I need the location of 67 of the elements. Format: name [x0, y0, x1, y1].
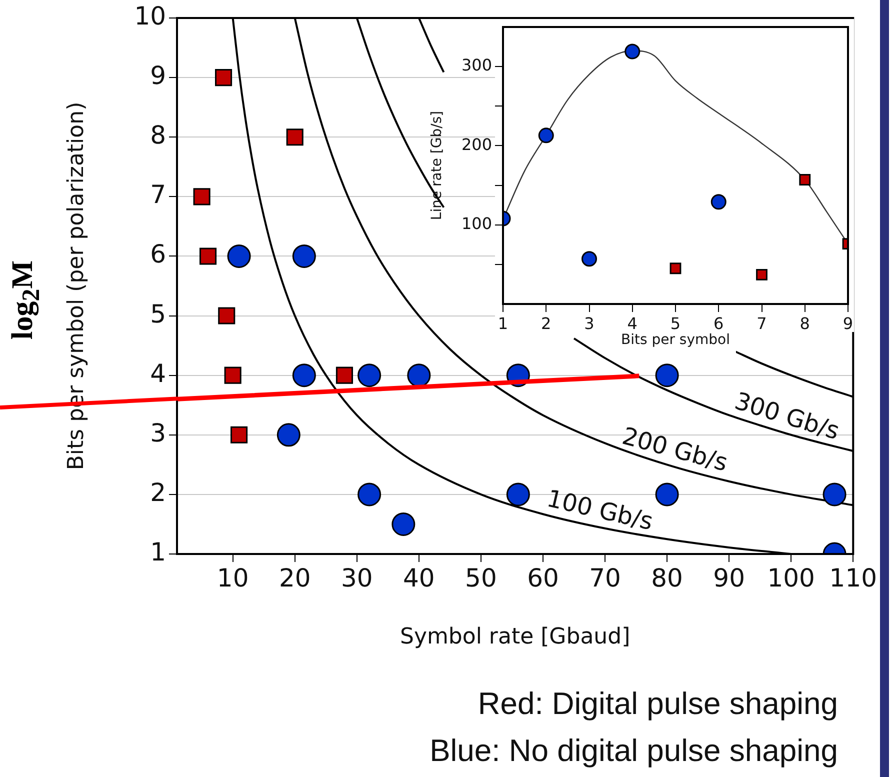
y-tick-label: 8 — [150, 120, 166, 150]
point — [292, 244, 316, 268]
x-tick-label: 3 — [584, 314, 594, 333]
point — [276, 423, 300, 447]
point — [538, 128, 554, 144]
x-tick-label: 2 — [541, 314, 552, 333]
point — [358, 482, 382, 506]
point — [224, 366, 242, 384]
point — [822, 482, 846, 506]
x-tick-label: 90 — [713, 564, 745, 592]
y-tick-label: 10 — [134, 2, 166, 30]
x-tick-label: 4 — [627, 314, 638, 333]
x-tick-label: 80 — [651, 564, 683, 592]
x-axis-title: Symbol rate [Gbaud] — [400, 624, 630, 650]
point — [506, 482, 530, 506]
point — [218, 307, 236, 324]
point — [214, 69, 232, 86]
y-tick-label: 2 — [150, 478, 166, 507]
point — [655, 364, 679, 388]
point — [230, 426, 248, 444]
x-tick-label: 60 — [527, 564, 559, 592]
point — [358, 364, 382, 388]
x-tick-label: 7 — [756, 314, 767, 333]
point — [336, 366, 354, 384]
x-tick-label: 110 — [829, 564, 877, 592]
y-tick-label: 200 — [461, 134, 492, 154]
point — [710, 194, 726, 210]
y-tick-label: 1 — [150, 538, 166, 566]
y-tick-label: 9 — [150, 61, 166, 90]
point — [392, 512, 416, 536]
x-tick-label: 9 — [842, 314, 854, 333]
text: Red: Digital pulse shaping — [478, 686, 838, 722]
point — [407, 364, 431, 388]
x-tick-label: 20 — [278, 564, 311, 592]
x-tick-label: 30 — [340, 564, 373, 592]
text: 200 Gb/s — [619, 422, 731, 477]
x-axis-title: Bits per symbol — [621, 332, 730, 348]
point — [193, 188, 210, 206]
point — [655, 482, 679, 506]
point — [799, 174, 811, 186]
point — [292, 364, 316, 388]
point — [756, 269, 768, 280]
y-tick-label: 7 — [150, 180, 166, 210]
y-tick-label: 300 — [461, 56, 492, 75]
text: Blue: No digital pulse shaping — [430, 733, 838, 769]
x-tick-label: 100 — [767, 564, 815, 592]
x-tick-label: 40 — [403, 564, 435, 592]
x-tick-label: 8 — [800, 314, 810, 333]
x-tick-label: 50 — [465, 564, 497, 592]
point — [624, 44, 640, 60]
x-tick-label: 10 — [216, 564, 249, 592]
y-tick-label: 100 — [461, 214, 492, 234]
x-tick-label: 6 — [714, 314, 724, 333]
x-tick-label: 70 — [589, 564, 621, 592]
x-tick-label: 1 — [498, 314, 508, 333]
y-axis-title: Line rate [Gb/s] — [429, 110, 446, 220]
y-tick-label: 4 — [150, 358, 166, 388]
point — [286, 128, 304, 146]
point — [199, 248, 217, 265]
point — [227, 244, 251, 268]
text: 300 Gb/s — [731, 386, 843, 446]
y-tick-label: 3 — [150, 418, 166, 448]
text: 100 Gb/s — [544, 484, 656, 536]
x-tick-label: 5 — [670, 314, 681, 333]
y-tick-label: 6 — [150, 240, 166, 269]
point — [582, 251, 597, 267]
point — [670, 262, 682, 274]
